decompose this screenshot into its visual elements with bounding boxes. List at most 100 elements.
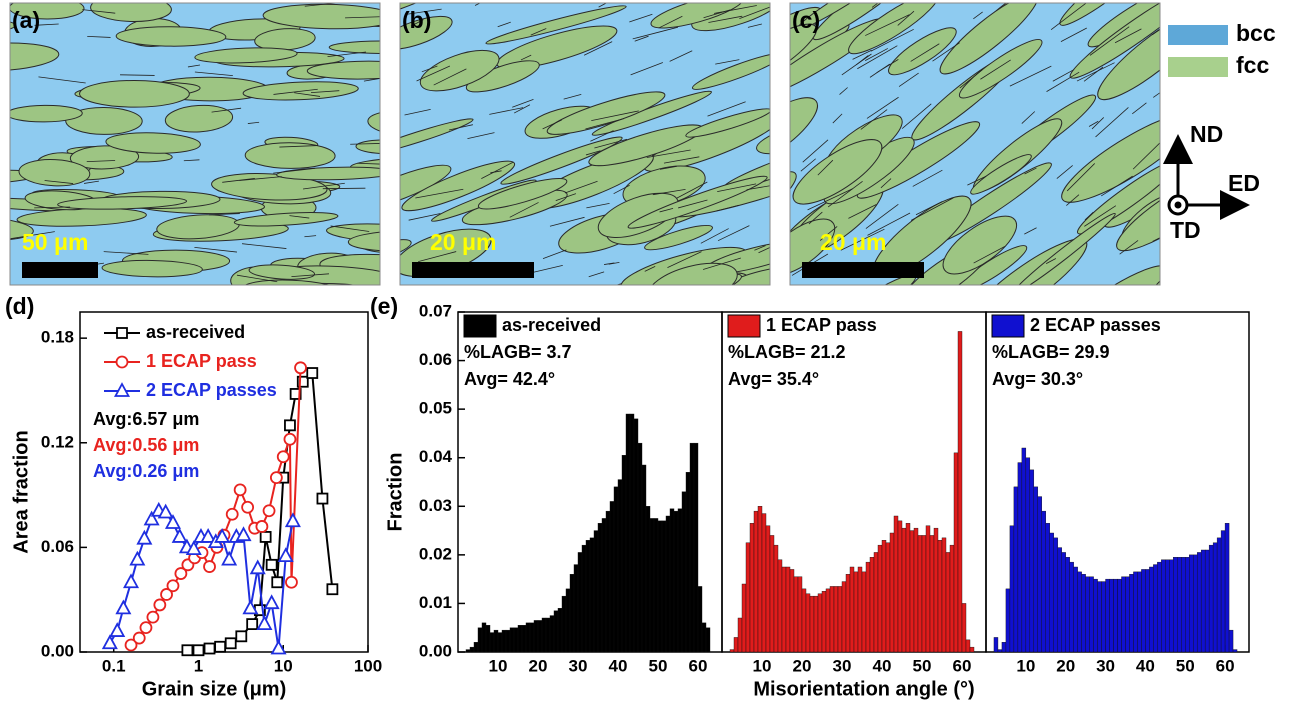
marker [294, 361, 307, 375]
y-tick-label: 0.06 [41, 537, 74, 556]
grain-boundary [865, 203, 899, 229]
fcc-grain [1116, 170, 1160, 252]
fcc-grain [18, 159, 91, 187]
bar [881, 540, 887, 653]
panel-label: (e) [370, 293, 398, 319]
grain-boundary [294, 92, 321, 97]
bar [949, 544, 955, 653]
fcc-grain [597, 192, 679, 239]
bar [677, 508, 683, 653]
bar [773, 544, 779, 653]
grain-boundary [363, 78, 380, 82]
bar [869, 557, 875, 653]
grain-boundary [1084, 211, 1094, 221]
bar [897, 520, 903, 653]
grain-boundary [669, 50, 693, 62]
grain-boundary [817, 159, 834, 176]
bar [1129, 574, 1134, 653]
marker [246, 618, 259, 631]
bar [865, 561, 871, 653]
bar [477, 627, 483, 653]
map-frame [9, 2, 381, 286]
grain-boundary [327, 51, 367, 58]
bar [517, 625, 523, 653]
marker [113, 382, 131, 397]
bar [1200, 549, 1206, 653]
marker [284, 512, 301, 528]
fcc-grain [158, 294, 215, 313]
fcc-grain [400, 239, 412, 269]
bar [529, 622, 535, 653]
grain-boundary [839, 87, 848, 95]
grain-boundary [542, 119, 562, 130]
bar [745, 542, 751, 653]
bar [561, 595, 567, 653]
bar [1161, 559, 1166, 653]
bar [493, 629, 499, 653]
grain-boundary [644, 266, 656, 272]
grain-boundary [659, 165, 677, 170]
bar [821, 591, 827, 653]
grain-boundary [194, 247, 238, 253]
bar [1181, 557, 1186, 653]
grain-boundary [867, 212, 911, 236]
grain-boundary [840, 228, 885, 251]
bar [893, 515, 899, 653]
grain-boundary [87, 35, 111, 38]
panel-label: (d) [5, 293, 34, 319]
fcc-grain [10, 42, 60, 72]
marker [284, 419, 296, 432]
y-tick-label: 0.07 [419, 301, 452, 320]
grain-boundary [416, 65, 451, 82]
grain-boundary [1152, 29, 1160, 36]
marker [277, 547, 294, 563]
marker [181, 644, 194, 657]
marker [203, 642, 216, 655]
grain-boundary [594, 138, 628, 149]
bar [885, 542, 891, 653]
grain-boundary [467, 132, 495, 140]
grain-boundary [819, 226, 838, 241]
fcc-grain [69, 145, 140, 170]
grain-boundary [1089, 26, 1130, 56]
grain-boundary [717, 225, 750, 242]
grain-boundary [530, 28, 547, 36]
marker [249, 559, 266, 575]
grain-boundary [1076, 62, 1115, 82]
grain-boundary [1132, 142, 1160, 170]
grain-boundary [405, 8, 442, 15]
bar [617, 479, 623, 653]
marker [115, 599, 132, 615]
grain-boundary [1056, 165, 1073, 179]
bar [533, 620, 539, 653]
fcc-grain [546, 91, 666, 135]
td-dot [1174, 201, 1182, 209]
grain-boundary [1045, 258, 1057, 264]
legend-swatch [991, 314, 1025, 338]
marker [160, 588, 173, 601]
bar [753, 510, 759, 653]
fcc-grain [79, 79, 190, 108]
grain-boundary [707, 101, 746, 117]
bar [573, 564, 579, 653]
x-tick-label: 40 [609, 656, 628, 675]
bar [961, 603, 967, 653]
marker [296, 375, 309, 388]
legend-swatch [1168, 25, 1228, 45]
grain-boundary [871, 3, 879, 8]
bar [1208, 544, 1214, 653]
x-axis-label: Grain size (μm) [142, 678, 287, 700]
panel-label: (c) [792, 7, 820, 33]
y-tick-label: 0.02 [419, 544, 452, 563]
x-tick-label: 60 [953, 656, 972, 675]
bar [497, 632, 503, 653]
map-frame [789, 2, 1161, 286]
grain-boundary [1091, 117, 1105, 130]
bar [565, 588, 571, 653]
fcc-grain [848, 3, 940, 55]
annotation: Avg= 30.3° [992, 369, 1083, 389]
bar [597, 523, 603, 653]
grain-boundary [746, 185, 770, 191]
bar [909, 530, 915, 653]
annotation: %LAGB= 3.7 [464, 342, 572, 362]
